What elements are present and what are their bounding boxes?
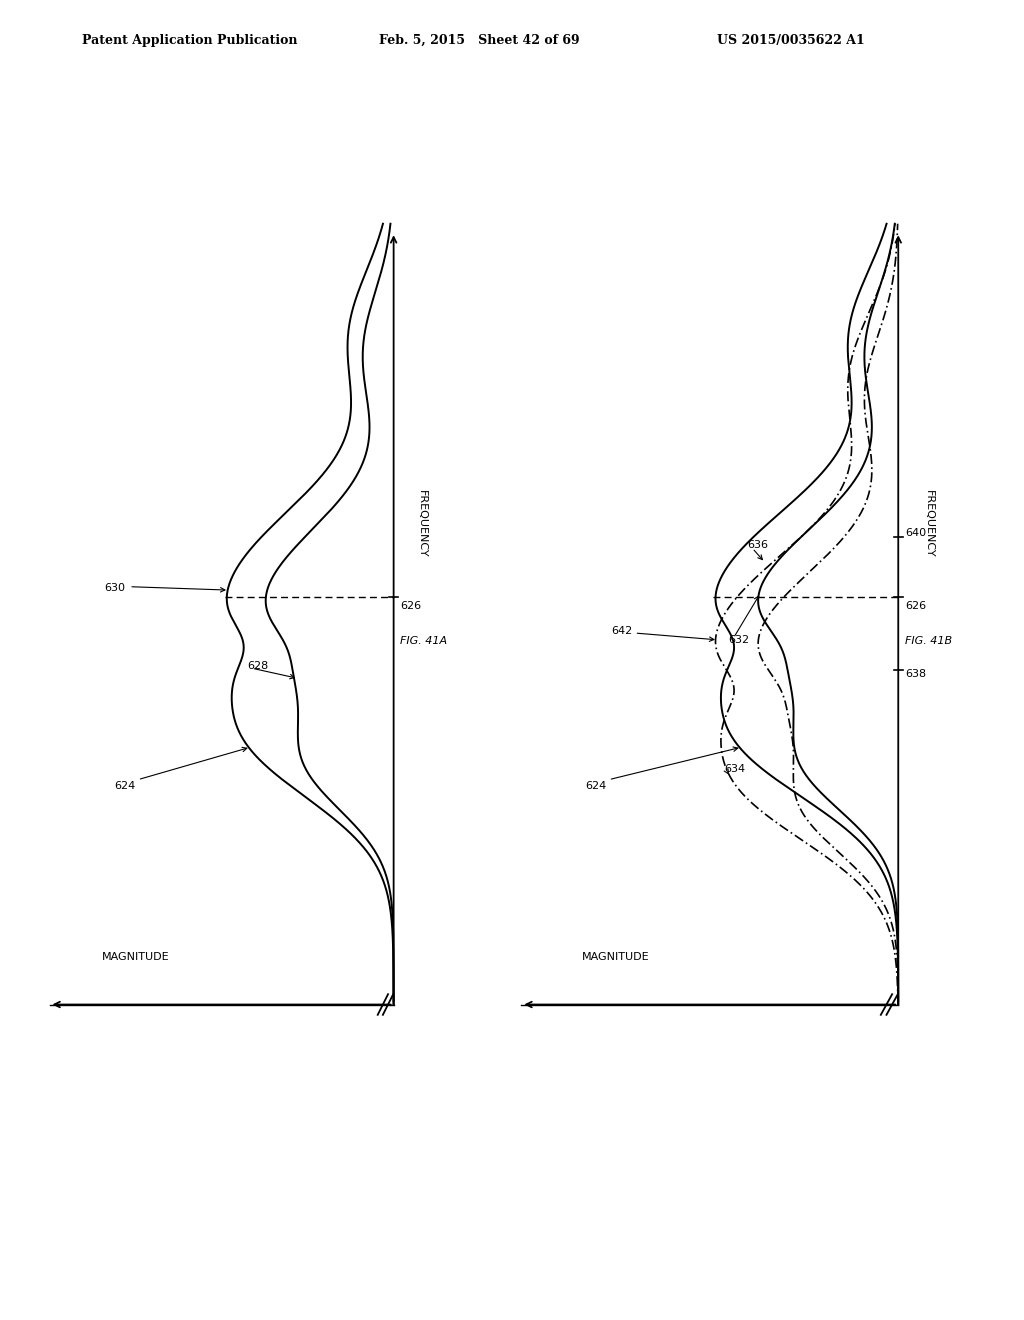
Text: 624: 624 (115, 780, 135, 791)
Text: 626: 626 (905, 601, 927, 611)
Text: Feb. 5, 2015   Sheet 42 of 69: Feb. 5, 2015 Sheet 42 of 69 (379, 33, 580, 46)
Text: 642: 642 (611, 626, 632, 636)
Text: 638: 638 (905, 669, 927, 680)
Text: MAGNITUDE: MAGNITUDE (582, 952, 649, 962)
Text: FREQUENCY: FREQUENCY (924, 490, 934, 558)
Text: 630: 630 (103, 583, 125, 594)
Text: 636: 636 (748, 540, 769, 550)
Text: 624: 624 (585, 780, 606, 791)
Text: US 2015/0035622 A1: US 2015/0035622 A1 (717, 33, 864, 46)
Text: FIG. 41A: FIG. 41A (400, 635, 447, 645)
Text: MAGNITUDE: MAGNITUDE (101, 952, 169, 962)
Text: 632: 632 (729, 635, 750, 645)
Text: 634: 634 (724, 763, 745, 774)
Text: 628: 628 (248, 660, 268, 671)
Text: 626: 626 (400, 601, 421, 611)
Text: FREQUENCY: FREQUENCY (418, 490, 427, 558)
Text: Patent Application Publication: Patent Application Publication (82, 33, 297, 46)
Text: FIG. 41B: FIG. 41B (905, 635, 952, 645)
Text: 640: 640 (905, 528, 927, 537)
